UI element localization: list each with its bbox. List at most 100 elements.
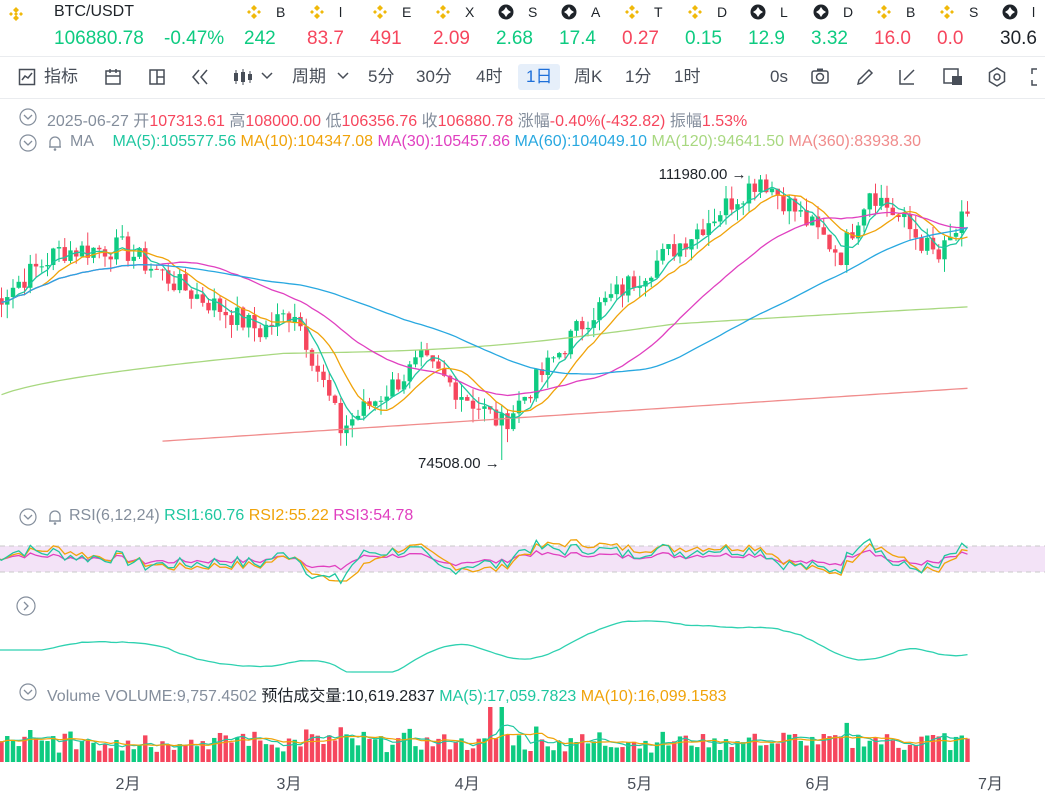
candle-body <box>919 237 924 251</box>
price-chart[interactable]: 111980.00 → 74508.00 → 2月 3月 4月 5月 6月 7月 <box>0 98 1045 799</box>
interval-1h[interactable]: 1时 <box>674 67 701 86</box>
volume-bar <box>953 736 959 762</box>
bnb-icon <box>625 5 639 19</box>
ticker-item[interactable]: T 0.27 <box>622 0 678 56</box>
candle-body <box>574 321 579 331</box>
period-button[interactable]: 周期 <box>292 67 326 86</box>
volume-bar <box>91 742 96 762</box>
volume-bar <box>131 749 136 762</box>
candle-body <box>930 237 936 250</box>
ticker-item[interactable]: S 0.0 <box>937 0 993 56</box>
ma30-line <box>1 211 968 397</box>
layout-icon[interactable] <box>148 68 166 86</box>
candle-body <box>229 315 234 325</box>
volume-bar <box>792 733 798 762</box>
candle-body <box>631 276 637 288</box>
candle-body <box>252 315 257 329</box>
candle-body <box>321 371 326 380</box>
ticker-item[interactable]: E 491 <box>370 0 426 56</box>
candle-body <box>447 375 453 383</box>
volume-bar <box>183 745 188 762</box>
candle-body <box>534 369 539 399</box>
indicator-chart-icon[interactable] <box>18 68 36 86</box>
interval-1d[interactable]: 1日 <box>518 64 561 90</box>
volume-bar <box>120 750 125 762</box>
ticker-value: 242 <box>244 28 276 49</box>
collapse-icon[interactable] <box>19 683 37 701</box>
volume-bar <box>677 736 683 762</box>
candle-body <box>85 245 90 258</box>
volume-bar <box>712 738 717 762</box>
volume-bar <box>959 735 964 762</box>
replay-icon[interactable] <box>190 68 210 86</box>
candle-body <box>206 302 211 311</box>
volume-bar <box>315 735 320 762</box>
candle-body <box>137 248 142 257</box>
candle-body <box>907 214 913 230</box>
candle-body <box>10 287 16 298</box>
collapse-icon[interactable] <box>19 108 37 126</box>
ticker-item[interactable]: X 2.09 <box>433 0 489 56</box>
chevron-down-icon[interactable] <box>337 72 349 80</box>
ticker-item[interactable]: B 242 <box>244 0 300 56</box>
interval-1m[interactable]: 1分 <box>625 67 652 86</box>
ticker-item[interactable]: l 30.6 <box>1000 0 1045 56</box>
interval-5m[interactable]: 5分 <box>368 67 395 86</box>
calendar-icon[interactable] <box>104 68 122 86</box>
bell-icon[interactable] <box>46 508 64 526</box>
ticker-item[interactable]: S 2.68 <box>496 0 552 56</box>
ticker-item[interactable]: A 17.4 <box>559 0 615 56</box>
candle-body <box>355 415 361 420</box>
ticker-item[interactable]: L 12.9 <box>748 0 804 56</box>
ticker-item[interactable]: D 3.32 <box>811 0 867 56</box>
interval-30m[interactable]: 30分 <box>416 67 452 86</box>
bnb-icon <box>877 5 891 19</box>
candle-body <box>459 397 464 400</box>
candle-body <box>269 324 274 327</box>
ticker-value: 30.6 <box>1000 28 1037 49</box>
volume-bar <box>942 733 947 762</box>
measure-icon[interactable] <box>897 67 917 87</box>
indicators-button[interactable]: 指标 <box>44 67 78 86</box>
candle-body <box>200 294 205 303</box>
candle-body <box>338 402 343 434</box>
candle-body <box>729 198 734 210</box>
ticker-item-main[interactable]: BTC/USDT 106880.78 -0.47% <box>0 0 230 56</box>
collapse-icon[interactable] <box>19 508 37 526</box>
ticker-item[interactable]: B 16.0 <box>874 0 930 56</box>
camera-icon[interactable] <box>810 67 830 85</box>
volume-bar <box>499 707 504 762</box>
settings-icon[interactable] <box>987 67 1007 87</box>
volume-bar <box>286 738 292 762</box>
volume-bar <box>867 740 872 762</box>
volume-bar <box>102 744 108 762</box>
bell-icon[interactable] <box>46 134 64 152</box>
fullscreen-icon[interactable] <box>1030 67 1045 87</box>
candle-body <box>879 197 884 206</box>
candle-body <box>557 353 562 358</box>
candle-body <box>413 357 418 365</box>
chevron-down-icon[interactable] <box>261 72 273 80</box>
volume-bar <box>22 736 27 762</box>
ticker-item[interactable]: D 0.15 <box>685 0 741 56</box>
ticker-item[interactable]: l 83.7 <box>307 0 363 56</box>
volume-bar <box>741 742 746 762</box>
candle-body <box>56 247 62 249</box>
collapse-icon[interactable] <box>19 134 37 152</box>
pencil-icon[interactable] <box>855 67 875 87</box>
expand-icon[interactable] <box>16 596 36 616</box>
candle-body <box>304 326 309 350</box>
volume-bar <box>424 737 430 762</box>
candle-body <box>246 315 251 328</box>
volume-bar <box>33 737 39 762</box>
candle-body <box>74 250 79 257</box>
candle-body <box>396 379 401 390</box>
candle-body <box>637 286 642 288</box>
interval-week[interactable]: 周K <box>574 67 603 86</box>
interval-4h[interactable]: 4时 <box>476 67 503 86</box>
volume-bar <box>39 740 44 762</box>
template-icon[interactable] <box>942 67 964 87</box>
candle-body <box>194 294 200 299</box>
volume-bar <box>275 747 280 762</box>
candle-type-icon[interactable] <box>232 68 254 86</box>
